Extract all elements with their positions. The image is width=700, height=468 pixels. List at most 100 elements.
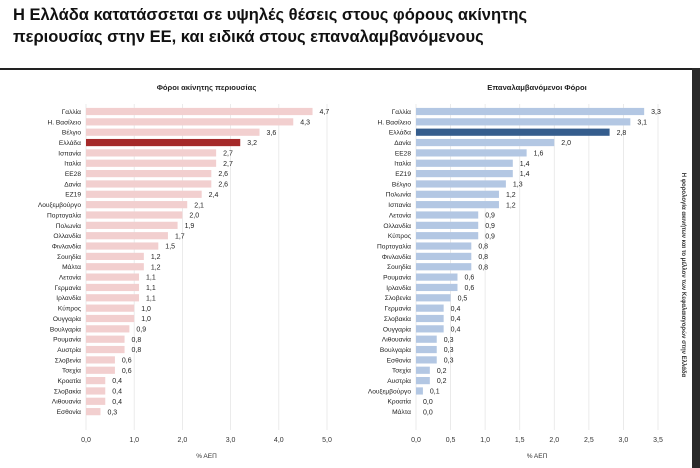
x-tick-label: 3,0: [226, 437, 236, 444]
category-label: Τσεχία: [62, 367, 81, 375]
x-tick-label: 3,0: [619, 437, 629, 444]
bar: [86, 345, 125, 354]
bar: [86, 408, 101, 416]
value-label: 1,2: [151, 254, 161, 261]
value-label: 3,2: [247, 140, 257, 147]
value-label: 0,4: [112, 399, 122, 406]
category-label: Βουλγαρία: [380, 346, 411, 354]
value-label: 0,5: [458, 295, 468, 302]
value-label: 0,2: [437, 378, 447, 385]
category-label: Ιρλανδία: [56, 294, 81, 302]
value-label: 0,4: [451, 316, 461, 323]
bar: [86, 314, 135, 323]
category-label: Ελλάδα: [389, 129, 411, 137]
bar: [86, 128, 260, 136]
x-tick-label: 3,5: [653, 437, 663, 444]
value-label: 1,7: [175, 233, 185, 240]
value-label: 2,1: [194, 202, 204, 209]
category-label: Εσθονία: [57, 408, 82, 416]
x-tick-label: 0,0: [81, 437, 91, 444]
category-label: Πορτογαλία: [47, 211, 81, 219]
right-edge-strip: [692, 68, 700, 468]
value-label: 1,6: [534, 151, 544, 158]
value-label: 0,9: [485, 223, 495, 230]
bar: [86, 242, 159, 250]
value-label: 1,4: [520, 161, 530, 168]
value-label: 0,0: [423, 399, 433, 406]
category-label: Κύπρος: [388, 232, 411, 240]
bar: [86, 190, 202, 198]
value-label: 0,6: [464, 275, 474, 282]
bar: [416, 263, 472, 271]
chart-recurrent-taxes: Επαναλαμβανόμενοι Φόροι 0,0 0,5 1,0 1,5 2,0 2,…: [368, 83, 663, 460]
x-tick-label: 0,0: [411, 437, 421, 444]
bar: [86, 366, 115, 374]
bar: [416, 221, 479, 229]
value-label: 0,4: [112, 378, 122, 385]
bar: [416, 138, 555, 147]
value-label: 0,0: [423, 409, 433, 416]
value-label: 1,4: [520, 171, 530, 178]
category-label: Ολλανδία: [383, 222, 411, 230]
value-label: 0,8: [132, 347, 142, 354]
value-label: 1,9: [185, 223, 195, 230]
value-label: 1,1: [146, 275, 156, 282]
x-tick-label: 2,0: [178, 437, 188, 444]
value-label: 0,9: [136, 326, 146, 333]
category-label: Τσεχία: [392, 367, 411, 375]
bar: [416, 335, 437, 343]
value-label: 1,2: [506, 192, 516, 199]
value-label: 3,6: [267, 130, 277, 137]
category-label: Πολωνία: [56, 222, 81, 230]
header-divider: [0, 68, 692, 70]
bar: [86, 118, 294, 126]
bar: [86, 397, 106, 405]
bar: [416, 159, 513, 167]
title-line-2: περιουσίας στην ΕΕ, και ειδικά στους επα…: [13, 28, 484, 46]
bar: [86, 201, 188, 209]
value-label: 2,4: [209, 192, 219, 199]
bar: [416, 273, 458, 281]
x-axis-label: % ΑΕΠ: [196, 453, 217, 460]
category-label: Γαλλία: [62, 108, 82, 116]
chart-title: Επαναλαμβανόμενοι Φόροι: [487, 83, 587, 92]
bar: [416, 387, 423, 395]
category-label: ΕΖ19: [395, 171, 411, 178]
bar: [86, 170, 212, 178]
category-label: Κύπρος: [58, 305, 81, 313]
title-line-1: Η Ελλάδα κατατάσσεται σε υψηλές θέσεις σ…: [13, 6, 528, 24]
category-label: Γαλλία: [392, 108, 412, 116]
bar: [416, 242, 472, 250]
bar: [86, 180, 212, 188]
value-label: 2,6: [218, 182, 228, 189]
bar: [86, 283, 140, 292]
bar: [86, 294, 140, 302]
value-label: 1,1: [146, 295, 156, 302]
x-axis-label: % ΑΕΠ: [527, 453, 548, 460]
value-label: 0,6: [122, 358, 132, 365]
bar: [86, 335, 125, 343]
category-label: Πολωνία: [386, 191, 411, 199]
category-label: Η. Βασίλειο: [377, 118, 411, 126]
category-label: Ισπανία: [58, 149, 81, 157]
value-label: 0,9: [485, 233, 495, 240]
category-label: Δανία: [64, 180, 81, 188]
category-label: Ολλανδία: [53, 232, 81, 240]
category-label: Ιταλία: [394, 160, 411, 168]
bar: [86, 221, 178, 229]
category-label: Ουγγαρία: [383, 325, 411, 333]
category-label: Κροατία: [387, 398, 411, 406]
x-tick-label: 4,0: [274, 437, 284, 444]
bar: [416, 377, 430, 385]
category-label: ΕΕ28: [395, 150, 411, 157]
bar: [86, 356, 115, 364]
value-label: 3,1: [637, 119, 647, 126]
bar: [86, 211, 183, 219]
category-label: Αυστρία: [57, 346, 81, 354]
category-label: Λιθουανία: [52, 398, 81, 406]
category-label: ΕΕ28: [65, 171, 81, 178]
category-label: Ελλάδα: [59, 139, 81, 147]
value-label: 0,3: [444, 347, 454, 354]
value-label: 4,7: [320, 109, 330, 116]
